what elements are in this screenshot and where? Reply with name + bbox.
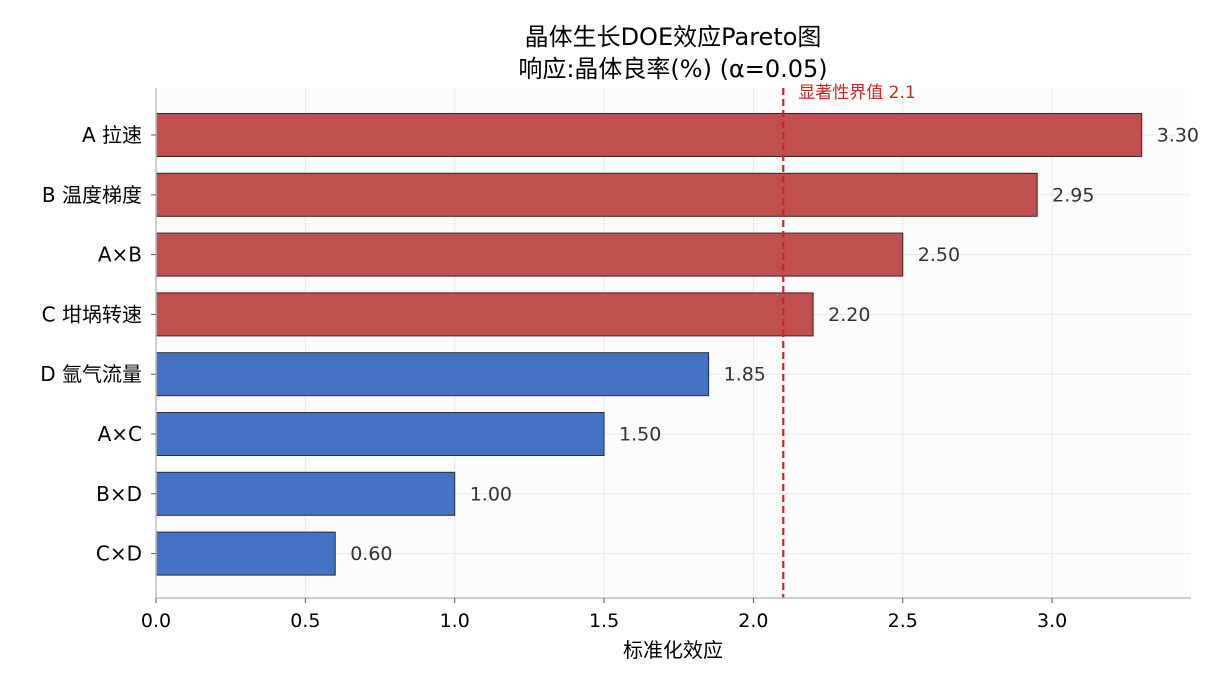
bar-value-label: 0.60 <box>350 543 392 565</box>
threshold-label: 显著性界值 2.1 <box>798 83 915 103</box>
bar-value-label: 3.30 <box>1157 125 1199 147</box>
x-tick-label: 0.5 <box>290 610 320 632</box>
bar <box>155 113 1143 157</box>
y-tick-label: C 坩埚转速 <box>42 302 142 326</box>
bar-value-label: 1.50 <box>619 424 661 446</box>
axes <box>155 88 1191 599</box>
bar <box>155 531 336 576</box>
y-tick-label: B 温度梯度 <box>42 183 142 207</box>
y-tick-label: B×D <box>96 482 142 506</box>
y-tick-label: A 拉速 <box>82 123 142 147</box>
bar <box>155 352 710 397</box>
bar <box>155 172 1038 217</box>
y-tick-label: D 氩气流量 <box>40 362 142 386</box>
x-tick-labels: 0.0 0.5 1.0 1.5 2.0 2.5 3.0 <box>141 598 1067 632</box>
bar <box>155 232 904 277</box>
bars <box>155 113 1143 576</box>
x-tick-label: 0.0 <box>141 610 171 632</box>
x-tick-label: 1.5 <box>589 610 619 632</box>
x-tick-label: 1.0 <box>440 610 470 632</box>
y-tick-label: A×C <box>98 422 142 446</box>
bar-value-label: 2.50 <box>918 244 960 266</box>
value-labels: 3.30 2.95 2.50 2.20 1.85 1.50 1.00 0.60 <box>350 125 1199 566</box>
bar-value-label: 2.95 <box>1052 184 1094 206</box>
y-tick-labels: A 拉速 B 温度梯度 A×B C 坩埚转速 D 氩气流量 A×C B×D C×D <box>40 123 156 566</box>
chart-title: 晶体生长DOE效应Pareto图 <box>525 23 822 51</box>
chart-subtitle: 响应:晶体良率(%) (α=0.05) <box>518 55 827 83</box>
x-tick-label: 3.0 <box>1037 610 1067 632</box>
bar <box>155 292 814 337</box>
x-tick-label: 2.0 <box>738 610 768 632</box>
bar <box>155 471 456 516</box>
y-tick-label: C×D <box>96 542 142 566</box>
bar-value-label: 2.20 <box>828 304 870 326</box>
plot-area <box>156 88 1191 598</box>
x-axis-title: 标准化效应 <box>623 638 723 662</box>
bar-value-label: 1.85 <box>724 364 766 386</box>
y-tick-label: A×B <box>98 243 142 267</box>
threshold: 显著性界值 2.1 <box>782 83 916 598</box>
x-tick-label: 2.5 <box>888 610 918 632</box>
bar <box>155 412 605 456</box>
bar-value-label: 1.00 <box>470 483 512 505</box>
